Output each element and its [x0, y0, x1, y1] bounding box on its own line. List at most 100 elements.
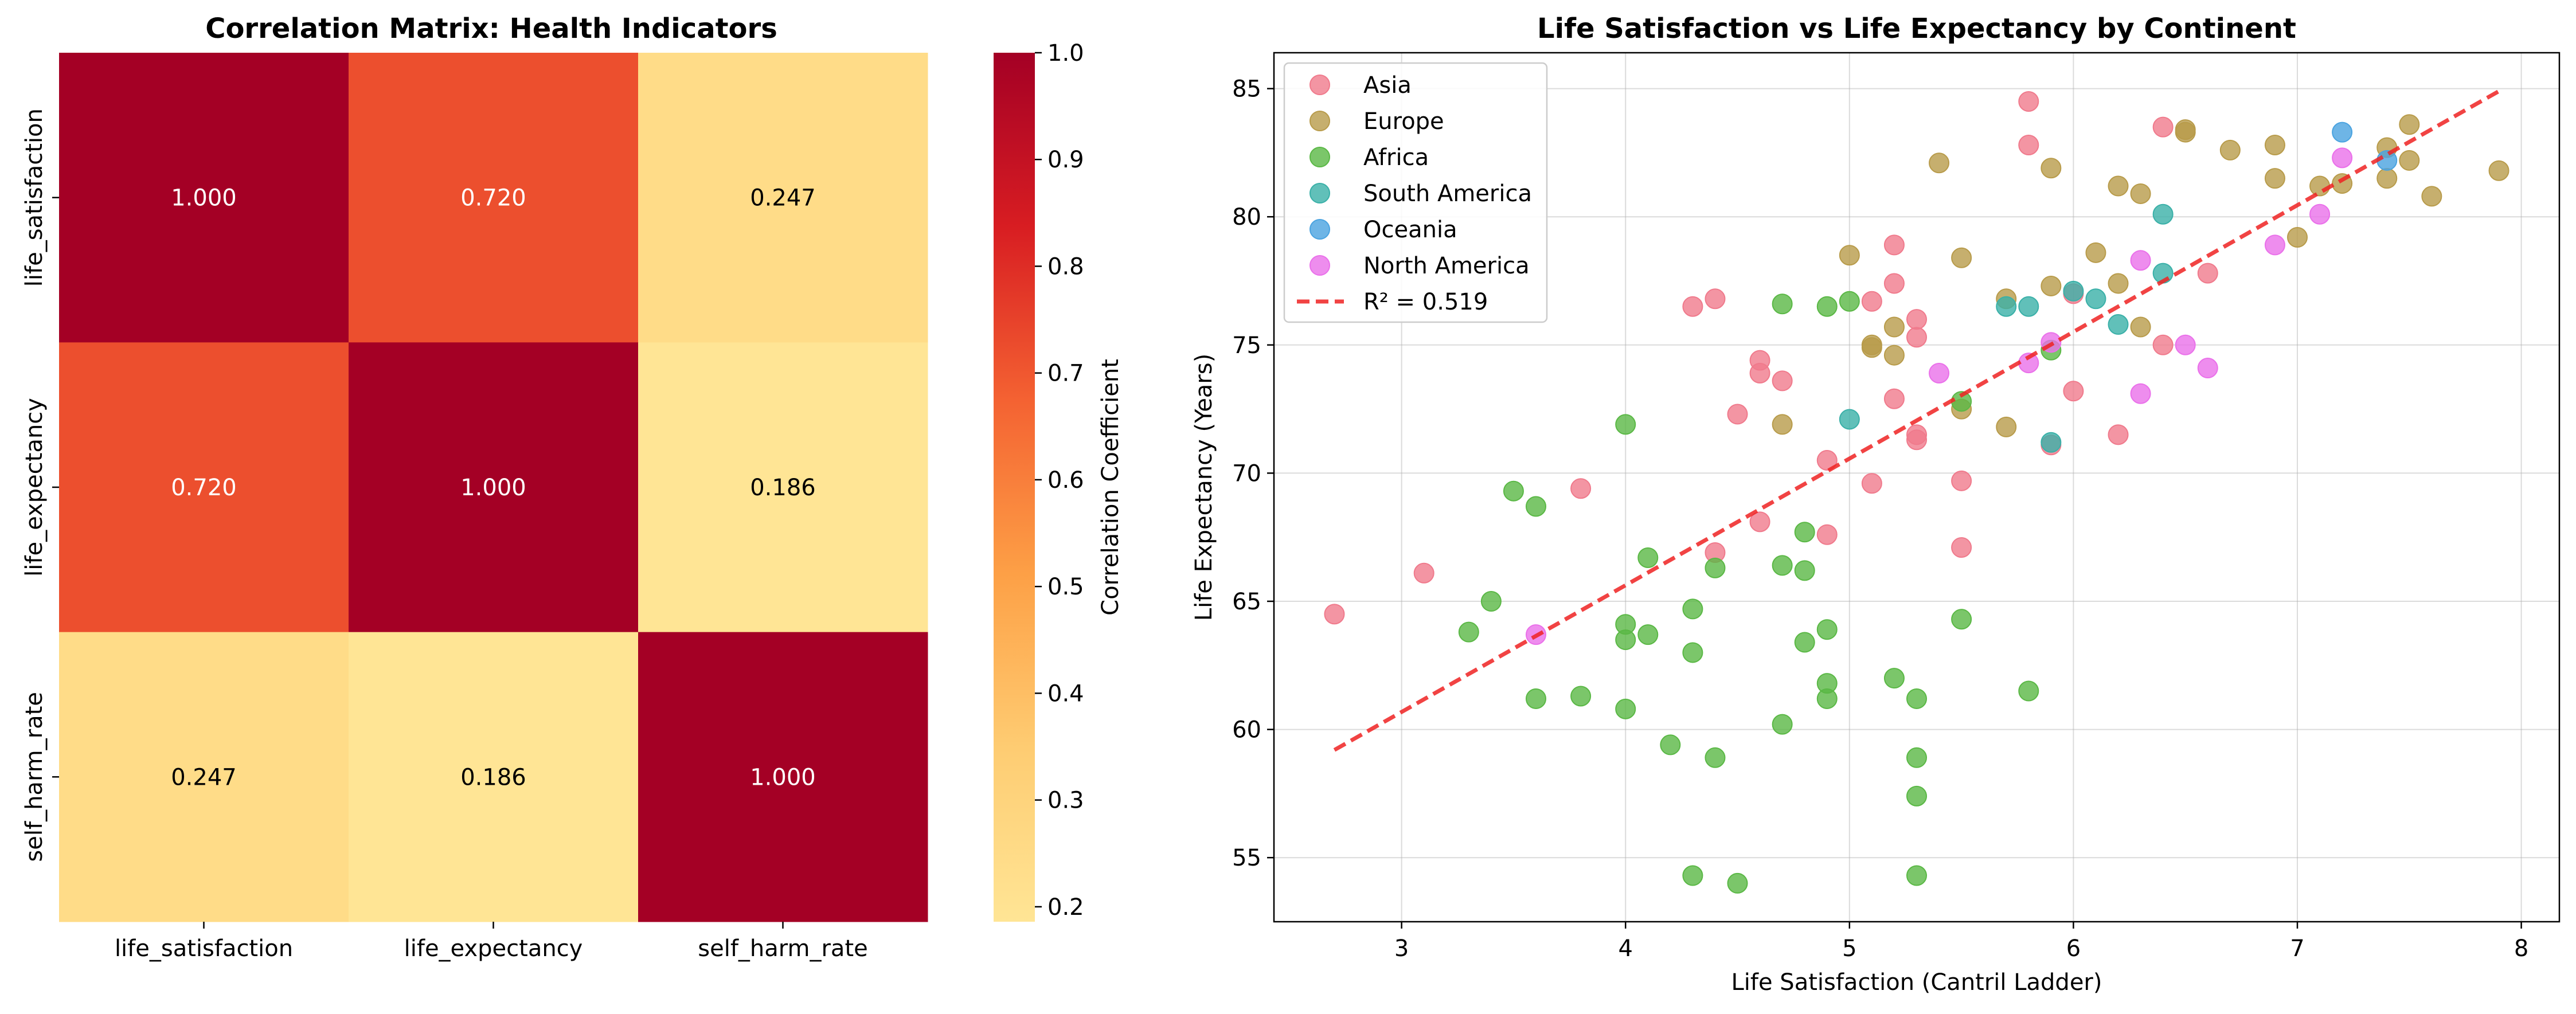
scatter-point — [2376, 168, 2398, 189]
scatter-grid — [1274, 53, 2559, 922]
scatter-point — [1861, 473, 1882, 494]
scatter-series-europe — [1772, 114, 2509, 437]
scatter-point — [2309, 203, 2331, 225]
scatter-point — [1883, 273, 1905, 294]
scatter-point — [1660, 734, 1681, 755]
scatter-point — [2085, 242, 2106, 263]
scatter-point — [2399, 150, 2420, 171]
scatter-legend: Asia Europe Africa South America Oceania Nort… — [1283, 62, 1548, 323]
scatter-point — [1861, 337, 1882, 358]
scatter-point — [1906, 785, 1927, 806]
heatmap-cell — [349, 53, 639, 343]
scatter-x-ticks: 3 4 5 6 7 8 — [1394, 922, 2528, 962]
heatmap-x-ticks: life_satisfaction life_expectancy self_har… — [115, 922, 868, 962]
heatmap-y-tick-label: life_satisfaction — [21, 108, 48, 287]
scatter-point — [2399, 114, 2420, 135]
scatter-point — [2063, 280, 2084, 302]
heatmap-cell — [638, 632, 928, 922]
scatter-plot-frame — [1273, 52, 2561, 923]
scatter-point — [2130, 383, 2151, 404]
scatter-point — [2041, 158, 2062, 179]
scatter-point — [1883, 344, 1905, 366]
scatter-point — [1682, 296, 1703, 317]
heatmap-cell-label: 0.186 — [750, 475, 816, 501]
scatter-point — [1996, 296, 2017, 317]
scatter-point — [1816, 296, 1838, 317]
scatter-y-tick-label: 85 — [1232, 76, 1261, 103]
scatter-point — [1951, 609, 1972, 630]
scatter-point — [2197, 263, 2218, 284]
scatter-point — [1816, 688, 1838, 709]
colorbar-tick-label: 0.6 — [1047, 467, 1084, 494]
scatter-series-south-america — [1839, 203, 2174, 453]
scatter-point — [1749, 511, 1770, 533]
heatmap-y-ticks: life_satisfaction life_expectancy self_har… — [21, 108, 59, 862]
colorbar-tick-label: 0.7 — [1047, 361, 1084, 387]
scatter-point — [1413, 562, 1434, 584]
scatter-point — [1615, 698, 1636, 719]
scatter-y-tick-label: 75 — [1232, 332, 1261, 359]
legend-entry-label: North America — [1363, 253, 1530, 279]
scatter-x-tick-label: 3 — [1394, 935, 1409, 962]
scatter-point — [1883, 234, 1905, 256]
scatter-point — [2063, 381, 2084, 402]
legend-entry-label: Africa — [1363, 144, 1429, 171]
scatter-point — [1816, 524, 1838, 545]
scatter-point — [1525, 688, 1546, 709]
scatter-x-axis-label: Life Satisfaction (Cantril Ladder) — [1731, 969, 2102, 996]
scatter-point — [2332, 147, 2353, 169]
legend-marker — [1310, 183, 1330, 203]
scatter-y-tick-label: 70 — [1232, 460, 1261, 487]
scatter-y-ticks: 55 60 65 70 75 80 85 — [1232, 76, 1274, 871]
scatter-point — [2488, 160, 2509, 181]
scatter-point — [1637, 547, 1659, 568]
scatter-point — [1794, 522, 1815, 543]
colorbar-label: Correlation Coefficient — [1097, 359, 1124, 616]
scatter-point — [1951, 537, 1972, 558]
colorbar-tick-label: 0.4 — [1047, 680, 1084, 707]
colorbar-gradient — [994, 53, 1035, 922]
scatter-point — [1458, 621, 1479, 643]
scatter-point — [2018, 134, 2039, 155]
heatmap-cell — [638, 342, 928, 633]
scatter-point — [1816, 450, 1838, 471]
colorbar-tick-label: 0.9 — [1047, 147, 1084, 173]
scatter-point — [2108, 314, 2129, 335]
legend-entry-label: Oceania — [1363, 217, 1457, 243]
colorbar-ticks: 0.2 0.3 0.4 0.5 0.6 0.7 0.8 0.9 1.0 — [1035, 40, 1084, 921]
scatter-point — [2108, 175, 2129, 197]
scatter-point — [2421, 186, 2442, 207]
scatter-point — [2309, 175, 2331, 197]
scatter-point — [2041, 432, 2062, 453]
scatter-point — [1839, 245, 1860, 266]
legend-marker — [1310, 255, 1330, 276]
scatter-y-tick-label: 60 — [1232, 717, 1261, 743]
legend-marker — [1310, 147, 1330, 167]
scatter-point — [1794, 560, 1815, 581]
scatter-point — [1682, 598, 1703, 620]
colorbar-tick-label: 0.2 — [1047, 894, 1084, 921]
heatmap-y-tick-label: self_harm_rate — [21, 692, 48, 862]
heatmap-cell — [59, 53, 349, 343]
scatter-point — [2287, 226, 2308, 248]
scatter-point — [1615, 629, 1636, 651]
scatter-point — [1705, 557, 1726, 578]
scatter-point — [2197, 358, 2218, 379]
scatter-point — [1749, 362, 1770, 383]
scatter-point — [1480, 591, 1502, 612]
scatter-point — [1727, 404, 1748, 425]
heatmap-cell-label: 1.000 — [750, 764, 816, 790]
scatter-point — [1324, 604, 1345, 625]
legend-marker — [1310, 111, 1330, 131]
heatmap-cell-label: 0.720 — [171, 475, 237, 501]
scatter-point — [1839, 409, 1860, 430]
scatter-point — [1772, 555, 1793, 576]
scatter-point — [1525, 496, 1546, 517]
scatter-y-axis-label: Life Expectancy (Years) — [1191, 354, 1217, 621]
heatmap-cell — [59, 632, 349, 922]
scatter-point — [1883, 668, 1905, 689]
legend-marker — [1310, 75, 1330, 95]
scatter-point — [1794, 632, 1815, 653]
scatter-series-africa — [1458, 291, 2062, 894]
scatter-point — [1883, 388, 1905, 409]
